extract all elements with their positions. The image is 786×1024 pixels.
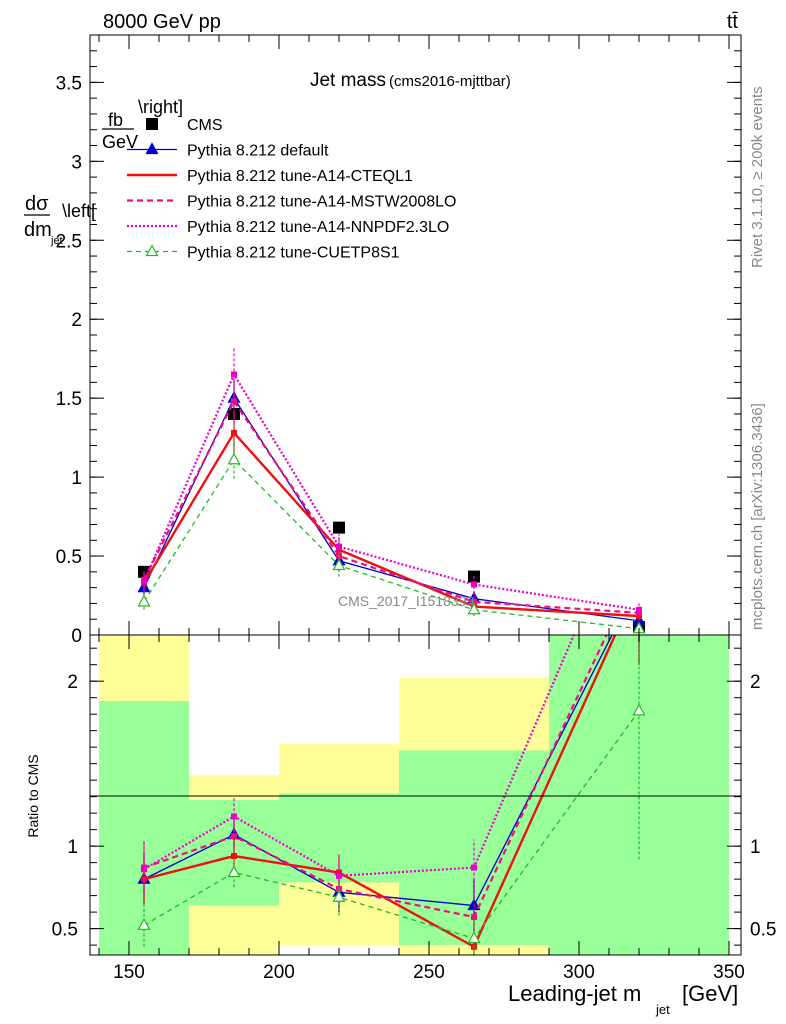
x-tick-label: 350 <box>713 962 745 983</box>
legend: CMS Pythia 8.212 default Pythia 8.212 tune… <box>127 117 456 262</box>
ratio-point <box>636 579 642 585</box>
svg-text:Leading-jet m: Leading-jet m <box>508 981 641 1006</box>
main-y-tick-label: 3 <box>71 152 82 173</box>
ratio-y-tick-label-right: 2 <box>750 672 761 693</box>
svg-text:jet: jet <box>50 235 63 247</box>
ratio-point <box>632 703 646 716</box>
svg-text:\left[: \left[ <box>62 201 96 221</box>
x-tick-label: 150 <box>113 962 145 983</box>
main-point <box>227 452 241 465</box>
main-point <box>471 598 477 605</box>
ratio-y-tick-label-right: 1 <box>750 837 761 858</box>
legend-entry-cms: CMS <box>146 117 223 134</box>
main-y-tick-label: 2 <box>71 310 82 331</box>
rivet-version-label: Rivet 3.1.10, ≥ 200k events <box>749 86 766 268</box>
legend-entry-pythia-8-212-tune-a14-mstw2008lo: Pythia 8.212 tune-A14-MSTW2008LO <box>127 194 456 211</box>
ratio-y-tick-label-left: 1 <box>67 837 78 858</box>
ratio-y-tick-label-right: 0.5 <box>750 920 776 941</box>
header-process: tt̄ <box>727 11 739 33</box>
legend-label: Pythia 8.212 tune-A14-MSTW2008LO <box>187 194 456 211</box>
main-series-pythia-8-212-tune-a14-nnpdf2-3lo <box>141 347 642 617</box>
legend-label: Pythia 8.212 tune-CUETP8S1 <box>187 245 400 262</box>
ratio-point <box>636 480 642 486</box>
x-axis-label: Leading-jet m jet [GeV] <box>508 981 738 1017</box>
main-line-pythia-8-212-tune-a14-mstw2008lo <box>143 399 640 614</box>
main-point <box>636 606 642 613</box>
main-series-pythia-8-212-default <box>137 379 646 626</box>
svg-text:\right]: \right] <box>138 97 183 117</box>
main-point <box>467 602 481 615</box>
main-point <box>471 581 477 588</box>
ratio-point <box>336 872 342 879</box>
main-y-axis-label: dσ dm jet \left[ fb GeV \right] <box>24 97 183 247</box>
svg-text:jet: jet <box>655 1002 670 1017</box>
analysis-watermark: CMS_2017_I1518399 <box>338 593 474 609</box>
main-point <box>636 609 642 616</box>
main-line-pythia-8-212-tune-a14-cteql1 <box>142 430 640 618</box>
legend-marker <box>145 244 159 257</box>
main-y-tick-label: 0 <box>71 626 82 647</box>
svg-text:fb: fb <box>108 110 123 130</box>
ratio-point <box>332 890 346 902</box>
main-point <box>141 578 147 585</box>
ratio-point <box>471 864 477 871</box>
ratio-point <box>636 563 642 569</box>
legend-marker <box>146 118 158 130</box>
main-point <box>336 543 342 550</box>
ratio-plot-frame <box>89 634 742 956</box>
x-tick-label: 300 <box>563 962 595 983</box>
ratio-y-tick-label-left: 0.5 <box>52 920 78 941</box>
ratio-series-pythia-8-212-tune-cuetp8s1 <box>137 635 646 955</box>
main-y-tick-label: 1 <box>71 468 82 489</box>
ratio-point <box>231 813 237 820</box>
main-point <box>137 594 151 607</box>
ratio-point <box>471 914 477 921</box>
ratio-y-axis-label: Ratio to CMS <box>25 754 41 837</box>
legend-entry-pythia-8-212-default: Pythia 8.212 default <box>127 142 329 160</box>
legend-label: Pythia 8.212 tune-A14-CTEQL1 <box>187 168 413 185</box>
svg-text:[GeV]: [GeV] <box>682 981 738 1006</box>
x-tick-label: 250 <box>413 962 445 983</box>
main-series-pythia-8-212-tune-cuetp8s1 <box>137 440 646 634</box>
svg-text:GeV: GeV <box>102 132 138 152</box>
band-1sigma <box>99 700 189 955</box>
x-tick-label: 200 <box>263 962 295 983</box>
main-y-tick-label: 2.5 <box>56 231 82 252</box>
main-series-pythia-8-212-tune-a14-cteql1 <box>141 412 642 621</box>
legend-marker <box>145 142 159 155</box>
axis-ticks: 0 0.5 1 1.5 2 2.5 3 3.5 0.5 0.5 1 1 2 2 150 200 250 300 35… <box>52 35 776 983</box>
main-y-tick-label: 0.5 <box>56 547 82 568</box>
ratio-point <box>137 918 151 930</box>
plot-title: Jet mass <box>310 70 386 91</box>
legend-label: CMS <box>187 117 223 134</box>
main-y-tick-label: 1.5 <box>56 389 82 410</box>
main-y-tick-label: 3.5 <box>56 73 82 94</box>
main-plot-series <box>137 347 646 634</box>
mcplots-label: mcplots.cern.ch [arXiv:1306.3436] <box>749 403 766 630</box>
plot-subtitle: (cms2016-mjttbar) <box>389 73 511 90</box>
svg-text:dm: dm <box>24 219 52 241</box>
main-point <box>231 371 237 378</box>
ratio-uncertainty-bands <box>99 635 729 955</box>
ratio-point <box>467 931 481 944</box>
legend-label: Pythia 8.212 default <box>187 143 329 160</box>
ratio-y-tick-label-left: 2 <box>67 672 78 693</box>
legend-entry-pythia-8-212-tune-a14-cteql1: Pythia 8.212 tune-A14-CTEQL1 <box>127 168 413 185</box>
main-point <box>231 429 237 436</box>
ratio-point <box>141 866 147 873</box>
ratio-point <box>227 865 241 878</box>
ratio-point <box>231 853 237 860</box>
main-point <box>332 558 346 571</box>
legend-entry-pythia-8-212-tune-cuetp8s1: Pythia 8.212 tune-CUETP8S1 <box>127 244 400 262</box>
main-point <box>333 521 345 534</box>
svg-text:dσ: dσ <box>25 193 49 215</box>
ratio-point <box>634 576 645 586</box>
header-energy: 8000 GeV pp <box>103 11 221 33</box>
legend-entry-pythia-8-212-tune-a14-nnpdf2-3lo: Pythia 8.212 tune-A14-NNPDF2.3LO <box>127 219 449 236</box>
legend-label: Pythia 8.212 tune-A14-NNPDF2.3LO <box>187 219 449 236</box>
ratio-plot-series <box>137 480 646 955</box>
